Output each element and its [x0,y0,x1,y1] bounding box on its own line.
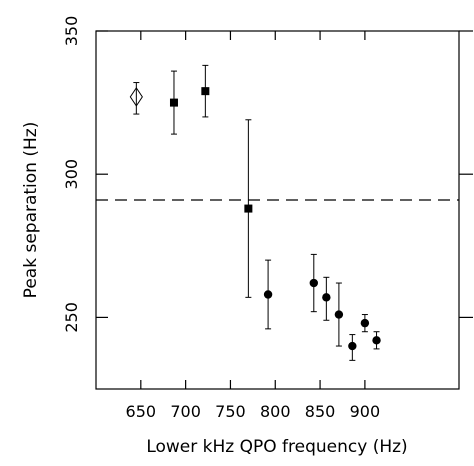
circle-marker [334,310,344,319]
data-point [263,259,273,330]
data-point [372,331,381,350]
x-axis-label: Lower kHz QPO frequency (Hz) [146,437,407,457]
y-axis-ticks: 250 300 350 [62,16,473,333]
circle-marker [309,278,318,288]
x-tick-label: 850 [305,402,336,421]
circle-marker [372,336,381,345]
circle-marker [348,341,357,351]
x-tick-label: 700 [170,402,201,421]
x-tick-label: 800 [260,402,291,421]
circle-marker [263,290,273,299]
circle-marker [360,318,370,328]
x-tick-label: 650 [126,402,157,421]
diamond-marker [129,86,143,107]
x-axis-ticks: 650 700 750 800 850 900 [126,31,381,421]
y-tick-label: 250 [62,302,81,333]
plot-frame [95,30,460,390]
y-tick-label: 350 [62,16,81,47]
x-tick-label: 900 [350,402,381,421]
square-marker [169,98,178,107]
y-axis-label: Peak separation (Hz) [21,122,41,299]
data-point [244,119,253,298]
square-marker [244,204,253,213]
data-point [348,334,357,361]
data-point [309,253,318,313]
data-point [169,70,178,135]
data-point [201,64,210,118]
square-marker [201,87,210,96]
data-point [360,314,370,333]
x-tick-label: 750 [215,402,246,421]
data-point [129,82,143,115]
data-points [129,64,381,361]
circle-marker [322,293,331,302]
data-point [334,282,344,347]
data-point [322,276,331,321]
y-tick-label: 300 [62,159,81,190]
